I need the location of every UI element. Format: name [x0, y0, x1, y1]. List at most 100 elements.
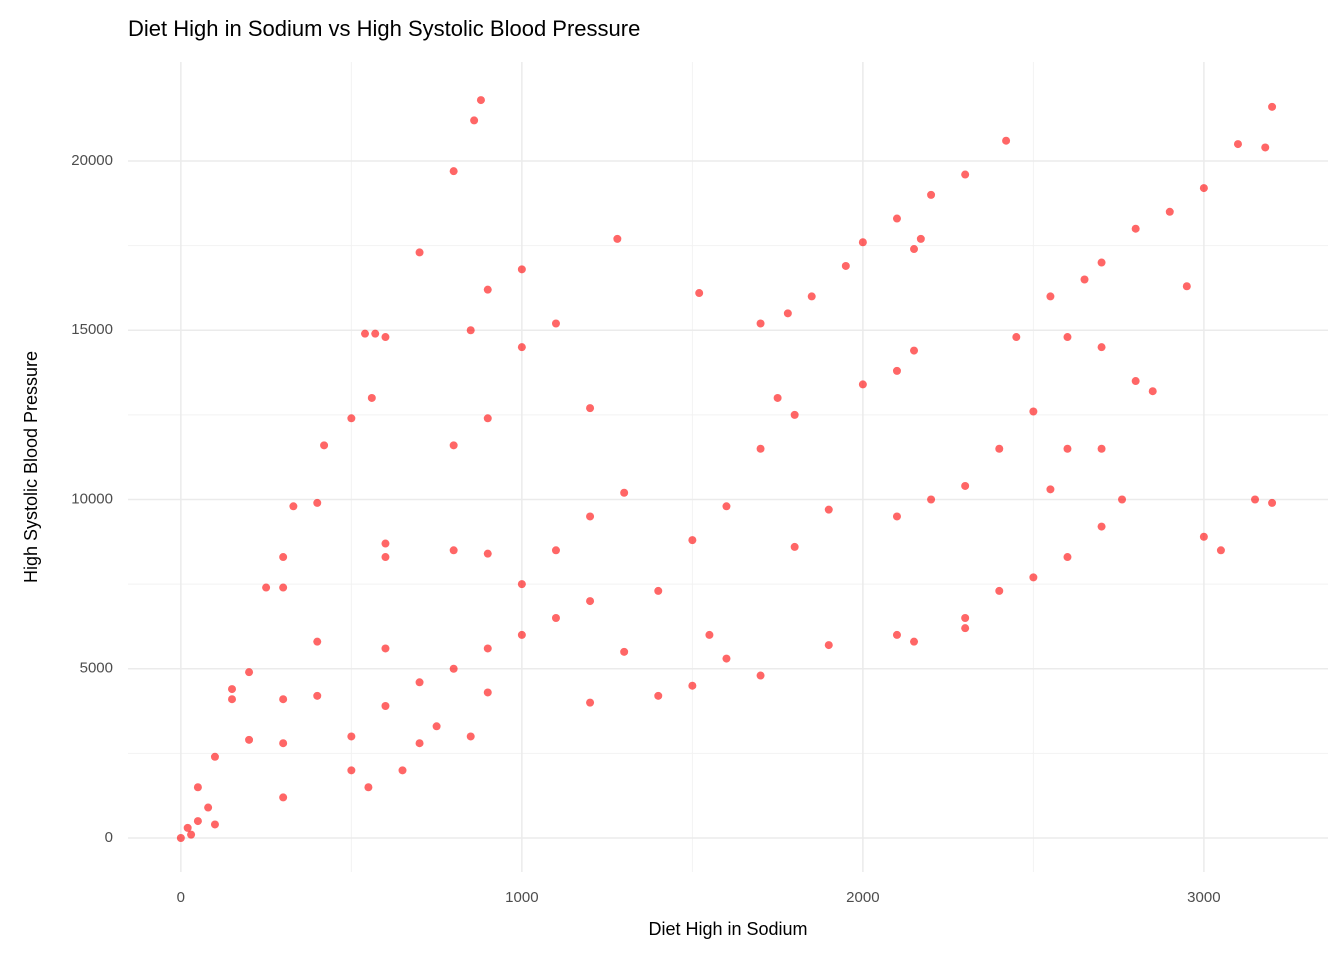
point — [756, 671, 765, 680]
point — [551, 546, 560, 555]
point — [449, 546, 458, 555]
point — [892, 630, 901, 639]
point — [858, 238, 867, 247]
x-tick-label: 0 — [177, 889, 185, 906]
point — [476, 96, 485, 105]
point — [483, 688, 492, 697]
point — [1182, 282, 1191, 291]
point — [756, 444, 765, 453]
point — [995, 586, 1004, 595]
point — [279, 553, 288, 562]
point — [620, 488, 629, 497]
point — [347, 732, 356, 741]
point — [210, 752, 219, 761]
points — [176, 96, 1277, 843]
point — [910, 637, 919, 646]
point — [517, 265, 526, 274]
point — [1268, 498, 1277, 507]
point — [722, 654, 731, 663]
point — [756, 319, 765, 328]
point — [415, 248, 424, 257]
point — [360, 329, 369, 338]
point — [364, 783, 373, 792]
point — [320, 441, 329, 450]
point — [1063, 553, 1072, 562]
point — [927, 190, 936, 199]
point — [892, 366, 901, 375]
point — [1012, 333, 1021, 342]
point — [432, 722, 441, 731]
point — [586, 512, 595, 521]
chart-title: Diet High in Sodium vs High Systolic Blo… — [128, 16, 640, 41]
point — [892, 214, 901, 223]
point — [1063, 444, 1072, 453]
point — [347, 766, 356, 775]
point — [1216, 546, 1225, 555]
y-tick-label: 5000 — [80, 660, 113, 677]
point — [586, 698, 595, 707]
point — [1080, 275, 1089, 284]
point — [381, 553, 390, 562]
point — [1002, 136, 1011, 145]
point — [1118, 495, 1127, 504]
point — [262, 583, 271, 592]
point — [1199, 532, 1208, 541]
point — [1097, 444, 1106, 453]
point — [586, 597, 595, 606]
point — [245, 735, 254, 744]
point — [1097, 343, 1106, 352]
point — [371, 329, 380, 338]
y-tick-label: 0 — [105, 829, 113, 846]
point — [1199, 184, 1208, 193]
point — [1233, 140, 1242, 149]
point — [210, 820, 219, 829]
point — [910, 245, 919, 254]
point — [620, 647, 629, 656]
point — [313, 637, 322, 646]
point — [193, 817, 202, 826]
y-tick-label: 10000 — [71, 490, 113, 507]
point — [654, 586, 663, 595]
point — [183, 823, 192, 832]
point — [705, 630, 714, 639]
point — [228, 695, 237, 704]
point — [381, 539, 390, 548]
point — [695, 289, 704, 298]
point — [483, 414, 492, 423]
point — [1251, 495, 1260, 504]
point — [586, 404, 595, 413]
point — [398, 766, 407, 775]
point — [1148, 387, 1157, 396]
x-axis-label: Diet High in Sodium — [648, 919, 807, 939]
point — [245, 668, 254, 677]
point — [790, 410, 799, 419]
point — [807, 292, 816, 301]
point — [313, 498, 322, 507]
point — [961, 481, 970, 490]
point — [790, 542, 799, 551]
point — [517, 580, 526, 589]
point — [858, 380, 867, 389]
point — [1131, 224, 1140, 233]
point — [910, 346, 919, 355]
point — [466, 326, 475, 335]
point — [1063, 333, 1072, 342]
point — [381, 701, 390, 710]
point — [1029, 407, 1038, 416]
y-tick-label: 20000 — [71, 152, 113, 169]
y-axis-label: High Systolic Blood Pressure — [21, 351, 41, 583]
point — [517, 343, 526, 352]
point — [228, 685, 237, 694]
point — [347, 414, 356, 423]
point — [551, 613, 560, 622]
point — [204, 803, 213, 812]
point — [1165, 207, 1174, 216]
point — [289, 502, 298, 511]
point — [367, 393, 376, 402]
point — [483, 549, 492, 558]
point — [783, 309, 792, 318]
point — [279, 695, 288, 704]
point — [313, 691, 322, 700]
point — [449, 664, 458, 673]
